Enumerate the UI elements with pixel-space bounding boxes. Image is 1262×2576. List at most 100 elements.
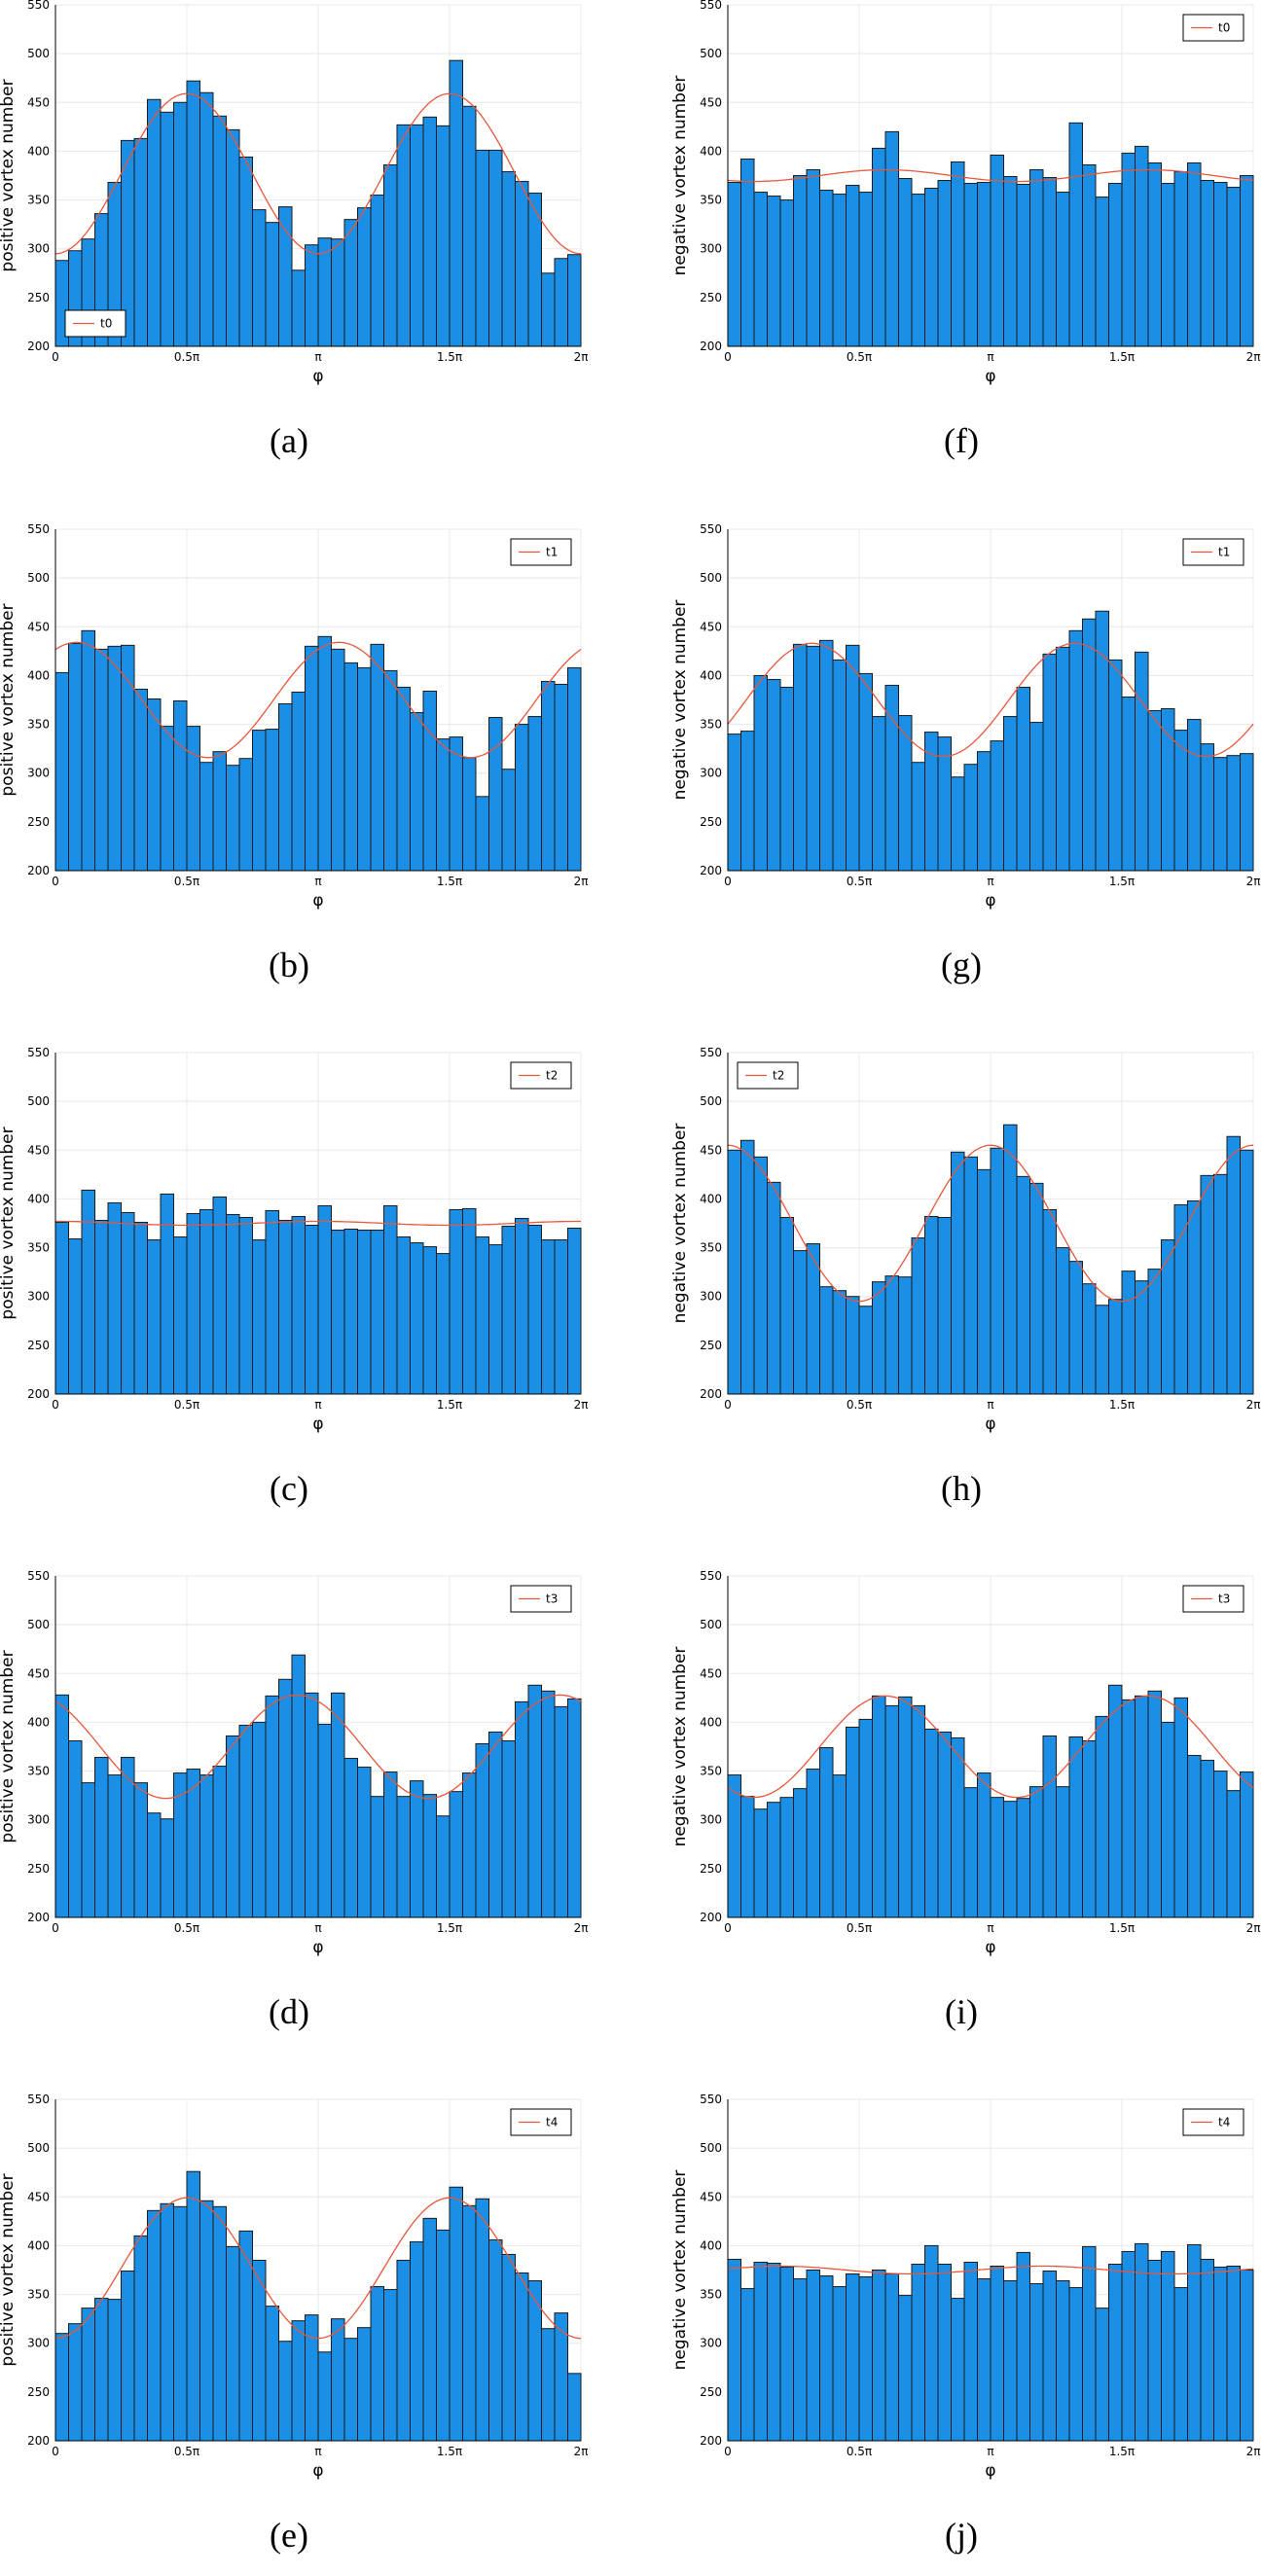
bar [1016,184,1030,347]
y-tick-label: 300 [27,1290,50,1304]
bar [475,796,489,872]
bar [107,1774,122,1918]
bar [872,1695,886,1918]
bar [846,644,860,872]
bar [1108,1684,1123,1918]
bar [94,2298,109,2442]
bar [133,137,148,347]
y-axis-label: positive vortex number [0,1127,18,1319]
chart-a: 200 250 300 350 400 450 500 550 0 0.5π π 1.5π 2π φ pos… [0,0,588,460]
y-axis-label: positive vortex number [0,2173,18,2366]
bar [488,2238,503,2442]
chart-h: 200 250 300 350 400 450 500 550 0 0.5π π 1.5π 2π φ neg… [670,1046,1260,1508]
bar [94,1757,109,1918]
bar [527,1225,542,1395]
bar [449,1791,463,1918]
bar [1121,696,1136,872]
bar [541,2328,556,2442]
chart-c: 200 250 300 350 400 450 500 550 0 0.5π π 1.5π 2π φ pos… [0,1046,588,1508]
legend: t4 [510,2108,572,2136]
y-tick-label: 550 [27,522,50,536]
bar [1226,1790,1241,1918]
bar [343,662,358,872]
y-tick-label: 550 [27,0,50,12]
legend: t2 [510,1061,572,1090]
bar [357,1230,372,1395]
legend-label: t2 [546,1069,558,1083]
bar [226,128,240,347]
bar [331,238,345,347]
bar [541,1239,556,1395]
panel-caption: (j) [945,2516,978,2555]
y-tick-label: 200 [700,1911,722,1924]
bar [527,2280,542,2442]
bar [727,182,741,347]
bar [1213,2266,1228,2442]
bar [527,1684,542,1918]
y-tick-label: 400 [27,668,50,682]
y-tick-label: 250 [27,291,50,304]
bar [977,1772,992,1918]
y-tick-label: 250 [700,1862,722,1876]
bar [370,2286,384,2442]
bar [767,1181,781,1395]
bar [767,1802,781,1918]
x-tick-label: 0.5π [847,875,872,888]
bar [1068,1261,1083,1395]
bar [396,686,411,872]
bar [740,731,755,872]
bar [238,1216,253,1395]
bar [226,765,240,872]
bar [924,2244,939,2442]
y-tick-label: 350 [27,1765,50,1778]
bar [1068,1735,1083,1918]
y-tick-label: 300 [700,242,722,256]
x-tick-label: 1.5π [1109,350,1135,364]
y-tick-label: 300 [700,1290,722,1304]
fit-curve [727,168,1254,183]
y-tick-label: 200 [27,864,50,877]
bar [1200,743,1214,872]
bar [951,776,965,872]
bar [1187,719,1202,872]
legend: t2 [737,1061,799,1090]
y-tick-label: 200 [27,2434,50,2448]
panel-caption: (d) [269,1992,309,2031]
y-tick-label: 300 [27,767,50,780]
chart-f: 200 250 300 350 400 450 500 550 0 0.5π π 1.5π 2π φ neg… [670,0,1260,460]
bar [1121,152,1136,347]
bar [937,180,952,347]
bar [1095,1715,1109,1918]
bar [501,170,516,347]
y-tick-label: 300 [27,242,50,256]
bar [54,1694,69,1918]
bar [1003,1124,1018,1395]
bar [226,1213,240,1395]
y-tick-label: 350 [700,1241,722,1255]
bar [1147,2259,1162,2442]
bar [753,192,768,347]
bar [541,680,556,872]
bar [951,161,965,347]
x-tick-label: 1.5π [437,1921,462,1935]
bar [173,101,188,347]
bar [963,764,978,872]
bar [898,1276,913,1395]
bar [147,98,162,347]
bar [147,698,162,872]
bar [449,59,463,347]
bar [1082,163,1097,347]
x-tick-label: 2π [574,2445,589,2458]
bar [1213,1173,1228,1395]
x-tick-label: π [987,875,993,888]
x-tick-label: π [987,350,993,364]
y-tick-label: 350 [700,2288,722,2302]
y-tick-label: 300 [700,2337,722,2350]
bar [1200,180,1214,347]
bar [54,671,69,872]
bar [753,1808,768,1918]
bar [779,1216,794,1395]
y-tick-label: 400 [27,1715,50,1729]
bar [462,2204,477,2442]
